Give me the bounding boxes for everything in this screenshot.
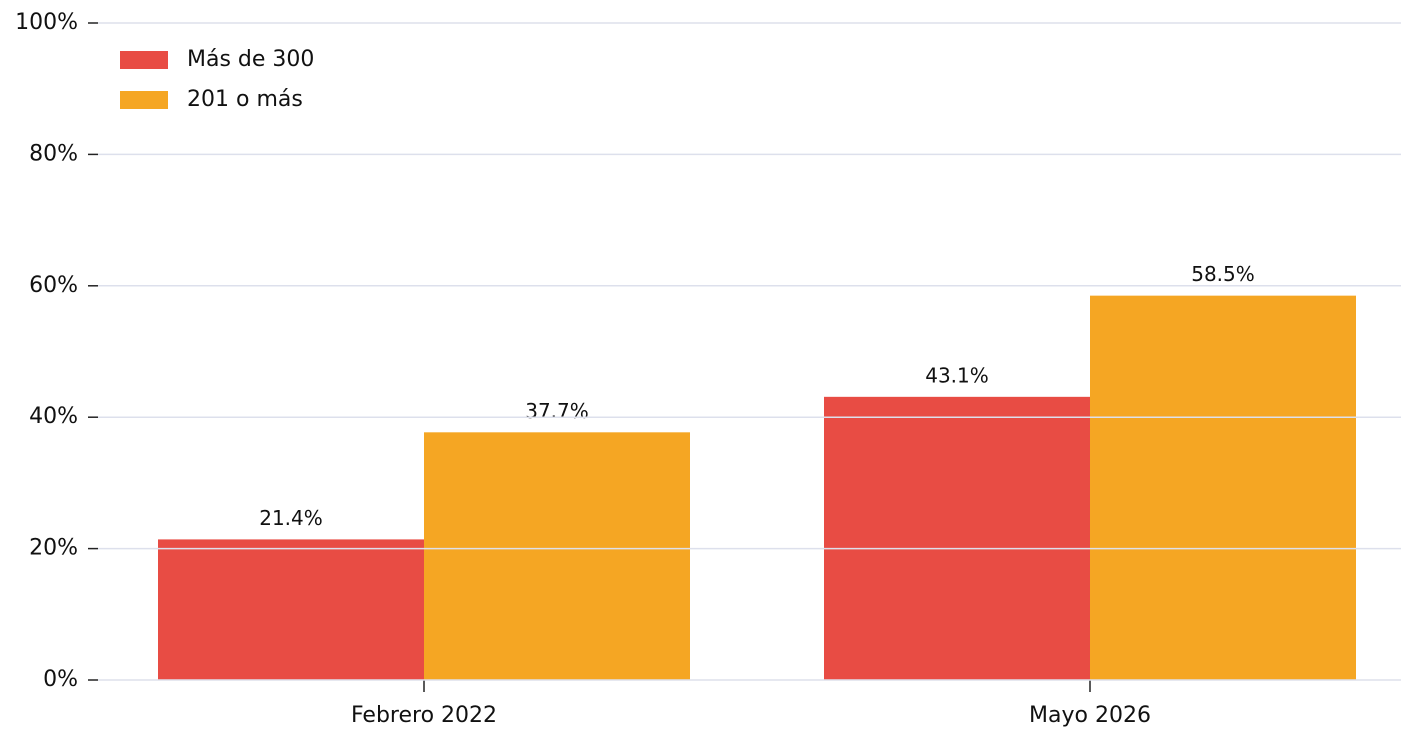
value-label: 43.1% [925,363,989,387]
y-tick-label: 0% [43,667,78,692]
legend-label: 201 o más [187,87,303,112]
y-tick-label: 100% [15,10,78,35]
x-tick-label: Febrero 2022 [351,703,497,728]
legend-swatch [120,91,168,109]
y-tick-label: 20% [29,536,78,561]
bar [824,396,1090,680]
y-tick-label: 80% [29,141,78,166]
y-tick-label: 40% [29,404,78,429]
bar [158,539,424,680]
y-tick-label: 60% [29,273,78,298]
value-label: 21.4% [259,506,323,530]
legend-label: Más de 300 [187,47,314,72]
value-label: 58.5% [1191,262,1255,286]
x-tick-label: Mayo 2026 [1029,703,1151,728]
bar [1090,295,1356,680]
bar [424,432,690,680]
value-label: 37.7% [525,399,589,423]
legend-swatch [120,51,168,69]
